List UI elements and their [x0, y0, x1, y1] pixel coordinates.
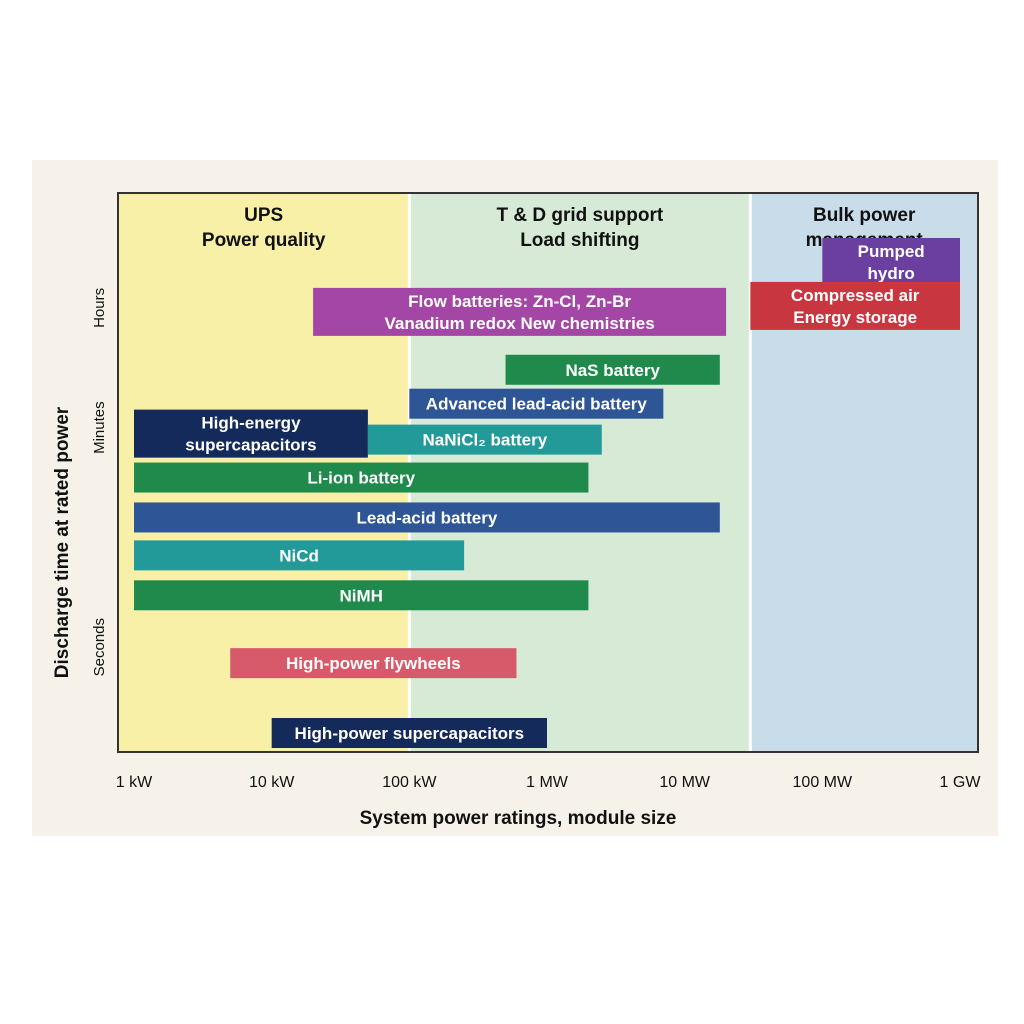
x-tick-label: 1 kW — [116, 774, 153, 791]
bar-12: High-power supercapacitors — [271, 718, 547, 749]
bar-rect — [134, 462, 589, 493]
x-tick-label: 1 GW — [940, 774, 982, 791]
bar-6: NaNiCl₂ battery — [367, 424, 602, 455]
y-tick-labels: Seconds Minutes Hours — [91, 288, 108, 676]
bar-label: NaS battery — [565, 361, 660, 380]
bar-8: Lead-acid battery — [134, 502, 720, 533]
bar-label: High-power supercapacitors — [295, 724, 525, 743]
y-tick-label: Seconds — [91, 618, 108, 676]
bar-rect — [271, 718, 547, 749]
bar-rect — [134, 502, 720, 533]
bar-9: NiCd — [134, 540, 465, 571]
bar-rect — [367, 424, 602, 455]
bar-label: High-energy — [201, 414, 301, 433]
y-tick-label: Hours — [91, 288, 108, 328]
bar-label: Flow batteries: Zn-Cl, Zn-Br — [408, 292, 631, 311]
bar-10: NiMH — [134, 580, 589, 611]
bar-label: Vanadium redox New chemistries — [384, 314, 654, 333]
bar-7: Li-ion battery — [134, 462, 589, 493]
bar-rect — [505, 354, 720, 385]
bar-5: High-energy supercapacitors — [134, 409, 368, 458]
bar-rect — [134, 580, 589, 611]
x-axis-title: System power ratings, module size — [360, 808, 677, 829]
bar-label: Li-ion battery — [307, 469, 415, 488]
bar-1: Compressed air Energy storage — [750, 281, 960, 330]
bar-label: Compressed air — [791, 286, 920, 305]
bar-label: High-power flywheels — [286, 654, 461, 673]
bar-rect — [230, 648, 517, 679]
bar-label: NaNiCl₂ battery — [422, 431, 547, 450]
bar-label: Energy storage — [793, 308, 917, 327]
bar-label: NiCd — [279, 546, 319, 565]
plot-border — [117, 192, 979, 753]
bar-0: Pumped hydro — [822, 237, 960, 286]
x-tick-labels: 1 kW 10 kW 100 kW 1 MW 10 MW 100 MW 1 GW — [116, 774, 982, 791]
x-tick-label: 10 MW — [659, 774, 711, 791]
bar-label: NiMH — [339, 586, 382, 605]
y-tick-label: Minutes — [91, 401, 108, 454]
x-tick-label: 100 MW — [793, 774, 853, 791]
region-label: Power quality — [202, 230, 326, 251]
bar-rect — [750, 281, 960, 330]
bar-3: NaS battery — [505, 354, 720, 385]
bar-label: Advanced lead-acid battery — [426, 395, 648, 414]
bars-layer: Pumped hydro Compressed air Energy storage F… — [134, 237, 960, 749]
bar-rect — [134, 540, 465, 571]
bar-11: High-power flywheels — [230, 648, 517, 679]
bar-rect — [134, 409, 368, 458]
bar-4: Advanced lead-acid battery — [409, 388, 664, 419]
region-label: Bulk power — [813, 205, 916, 226]
y-axis-title: Discharge time at rated power — [52, 406, 73, 678]
bar-label: Lead-acid battery — [357, 508, 498, 527]
x-tick-label: 10 kW — [249, 774, 295, 791]
bar-label: supercapacitors — [185, 436, 316, 455]
bar-rect — [409, 388, 664, 419]
region-label: Load shifting — [520, 230, 639, 251]
bar-rect — [313, 287, 727, 336]
bar-rect — [822, 237, 960, 286]
bar-label: Pumped — [858, 242, 925, 261]
x-tick-label: 100 kW — [382, 774, 437, 791]
region-label: T & D grid support — [496, 205, 663, 226]
bar-2: Flow batteries: Zn-Cl, Zn-Br Vanadium red… — [313, 287, 727, 336]
x-tick-label: 1 MW — [526, 774, 569, 791]
region-label: UPS — [244, 205, 283, 226]
bar-label: hydro — [868, 264, 915, 283]
